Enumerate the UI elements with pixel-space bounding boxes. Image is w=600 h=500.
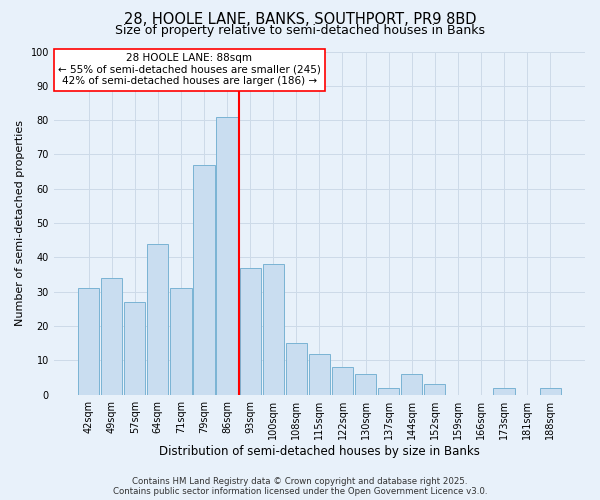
Bar (332, 368, 353, 394)
Text: Contains HM Land Registry data © Crown copyright and database right 2025.
Contai: Contains HM Land Registry data © Crown c… (113, 476, 487, 496)
Bar (101, 278, 122, 394)
Bar (124, 302, 145, 394)
Bar (539, 388, 561, 394)
Y-axis label: Number of semi-detached properties: Number of semi-detached properties (15, 120, 25, 326)
Bar (424, 384, 445, 394)
Bar (147, 244, 169, 394)
Text: 28, HOOLE LANE, BANKS, SOUTHPORT, PR9 8BD: 28, HOOLE LANE, BANKS, SOUTHPORT, PR9 8B… (124, 12, 476, 28)
Bar (193, 165, 215, 394)
Bar (355, 374, 376, 394)
Bar (217, 116, 238, 394)
Bar (263, 264, 284, 394)
Bar (170, 288, 191, 395)
Bar (309, 354, 330, 395)
X-axis label: Distribution of semi-detached houses by size in Banks: Distribution of semi-detached houses by … (159, 444, 480, 458)
Bar (286, 343, 307, 394)
Bar (78, 288, 99, 395)
Text: Size of property relative to semi-detached houses in Banks: Size of property relative to semi-detach… (115, 24, 485, 37)
Bar (378, 388, 399, 394)
Bar (401, 374, 422, 394)
Bar (239, 268, 261, 394)
Bar (493, 388, 515, 394)
Text: 28 HOOLE LANE: 88sqm
← 55% of semi-detached houses are smaller (245)
42% of semi: 28 HOOLE LANE: 88sqm ← 55% of semi-detac… (58, 53, 320, 86)
